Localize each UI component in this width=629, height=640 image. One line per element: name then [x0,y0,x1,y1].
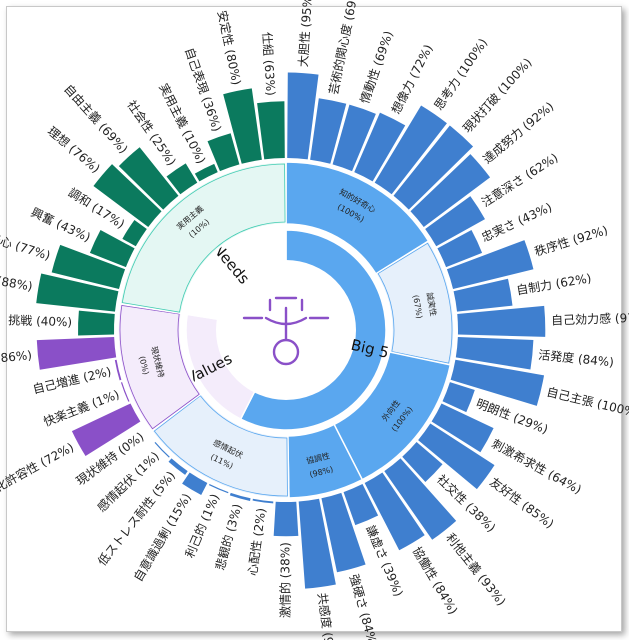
sub-group-outline [377,242,453,364]
trait-bar [182,472,208,495]
trait-label: 協働性 (84%) [410,544,462,617]
sub-group-outline [121,163,286,313]
trait-label: 好奇心 (77%) [0,227,52,263]
trait-bar [343,484,379,526]
trait-bar [114,359,122,381]
trait-label: 悲観的 (3%) [212,502,244,572]
trait-bar [364,472,425,551]
trait-bar [450,359,545,406]
trait-bar [431,403,494,453]
trait-bar [425,196,486,247]
trait-bar [273,501,299,537]
trait-label: 芸術的関心度 (69%) [325,0,362,96]
trait-bar [374,105,447,195]
trait-bar [122,219,147,247]
trait-bar [71,403,141,457]
trait-label: 自己超越 (86%) [0,347,33,371]
trait-label: 自己効力感 (97%) [551,309,629,327]
trait-bar [298,498,336,589]
trait-bar [229,492,251,501]
trait-label: 仕組 (63%) [260,32,278,97]
trait-bar [287,72,319,160]
human-figure-icon [242,296,330,366]
trait-bar [321,492,366,573]
sub-group-label: 誠実性 [425,292,439,317]
trait-label: 激情的 (38%) [278,542,293,618]
sub-group-ring: 知的好奇心(100%)誠実性(67%)外向性(100%)協調性(98%)感情起伏… [117,161,455,499]
trait-label: 変化許容性 (72%) [0,439,76,500]
trait-label: 想像力 (72%) [388,42,436,116]
trait-bar [442,382,475,413]
trait-label: 挑戦 (40%) [8,313,72,329]
trait-bar [402,441,443,482]
sub-group-pct: (0%) [137,355,150,376]
trait-bar [257,101,285,160]
trait-bar [354,112,406,182]
trait-label: 親密 (88%) [0,268,34,293]
trait-bar [453,278,513,312]
trait-bar [455,336,534,370]
trait-bar [457,305,546,337]
trait-label: 情動性 (69%) [358,29,396,105]
sub-group-pct: (67%) [411,294,424,319]
trait-bar [51,244,126,289]
trait-bar [437,230,483,268]
trait-label: 理想 (76%) [45,123,103,176]
trait-label: 思考力 (100%) [431,36,490,113]
sub-group-outline [153,395,288,497]
trait-label: 自己主張 (100%) [545,385,629,421]
trait-label: 秩序性 (92%) [533,222,610,259]
trait-bar-ring [36,72,546,589]
trait-bar [393,125,474,210]
trait-bar [118,147,179,210]
trait-bar [384,458,457,540]
trait-bar [36,336,117,370]
trait-bar [410,154,491,228]
trait-label: 自制力 (62%) [515,271,592,297]
trait-label: 強硬さ (84%) [347,573,381,640]
trait-bar [89,230,135,268]
trait-bar [93,164,162,228]
sub-group-outline [119,305,200,430]
trait-bar [223,88,262,164]
trait-bar [446,240,534,289]
trait-bar [166,163,198,195]
trait-bar [120,382,130,402]
trait-bar [418,423,495,490]
trait-bar [154,441,170,458]
trait-bar [194,163,218,182]
trait-label: 自己増進 (2%) [31,364,112,396]
trait-bar [36,273,119,312]
trait-label: 共感度 (97%) [315,592,340,640]
trait-label: 活発度 (84%) [538,347,615,370]
trait-bar [252,498,274,504]
trait-label: 興奮 (43%) [29,204,93,244]
trait-bar [78,310,115,336]
trait-bar [207,133,240,172]
trait-bar [208,484,229,494]
trait-bar [168,458,188,475]
trait-label: 安定性 (80%) [215,9,245,86]
sub-group-segment [119,161,287,315]
trait-label: 心配性 (2%) [246,507,269,576]
trait-label: 大胆性 (95%) [296,0,315,68]
trait-bar [332,104,376,172]
trait-bar [310,98,347,164]
